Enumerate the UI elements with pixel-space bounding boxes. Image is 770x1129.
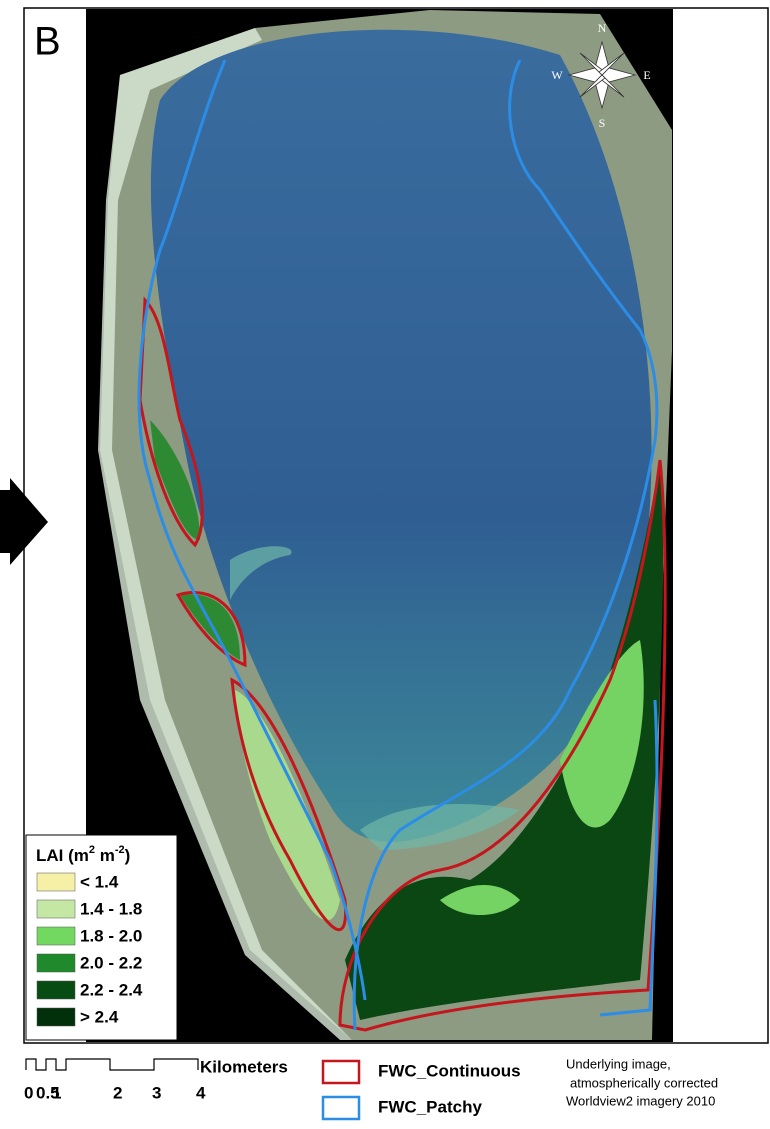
compass-label: S (599, 116, 606, 130)
caption-line: atmospherically corrected (570, 1075, 718, 1090)
panel-label: B (34, 20, 61, 64)
boundary-swatch (323, 1061, 359, 1083)
legend-label: 2.0 - 2.2 (80, 953, 142, 972)
legend-label: < 1.4 (80, 872, 119, 891)
caption-line: Worldview2 imagery 2010 (566, 1093, 715, 1108)
compass-label: W (551, 68, 563, 82)
legend-swatch (37, 873, 75, 891)
scale-bar (26, 1059, 198, 1070)
legend-label: > 2.4 (80, 1007, 119, 1026)
boundary-label: FWC_Continuous (378, 1061, 521, 1080)
scale-label: 0 (24, 1083, 33, 1102)
legend-swatch (37, 954, 75, 972)
page: B N W E S LAI (m 2 m-2) < 1.4 1.4 - 1.8 1.8… (0, 0, 770, 1124)
legend-label: 2.2 - 2.4 (80, 980, 143, 999)
legend-label: 1.8 - 2.0 (80, 926, 142, 945)
boundary-swatch (323, 1097, 359, 1119)
legend-swatch (37, 1008, 75, 1026)
scale-unit: Kilometers (200, 1057, 288, 1076)
scale-label: 4 (196, 1083, 206, 1102)
legend-label: 1.4 - 1.8 (80, 899, 142, 918)
compass-label: E (643, 68, 650, 82)
scale-label: 1 (52, 1083, 61, 1102)
legend-title-part: LAI (m (36, 846, 89, 865)
legend-title-part: m (95, 846, 115, 865)
legend-title-part: -2 (115, 844, 125, 856)
map-figure: B N W E S LAI (m 2 m-2) < 1.4 1.4 - 1.8 1.8… (0, 0, 770, 1124)
caption-line: Underlying image, (566, 1056, 671, 1071)
compass-label: N (598, 21, 607, 35)
boundary-legend: FWC_Continuous FWC_Patchy (323, 1061, 521, 1119)
legend-swatch (37, 981, 75, 999)
scale-label: 2 (113, 1083, 122, 1102)
boundary-label: FWC_Patchy (378, 1097, 482, 1116)
legend-swatch (37, 927, 75, 945)
scale-label: 3 (152, 1083, 161, 1102)
legend-title-part: ) (125, 846, 131, 865)
legend-swatch (37, 900, 75, 918)
